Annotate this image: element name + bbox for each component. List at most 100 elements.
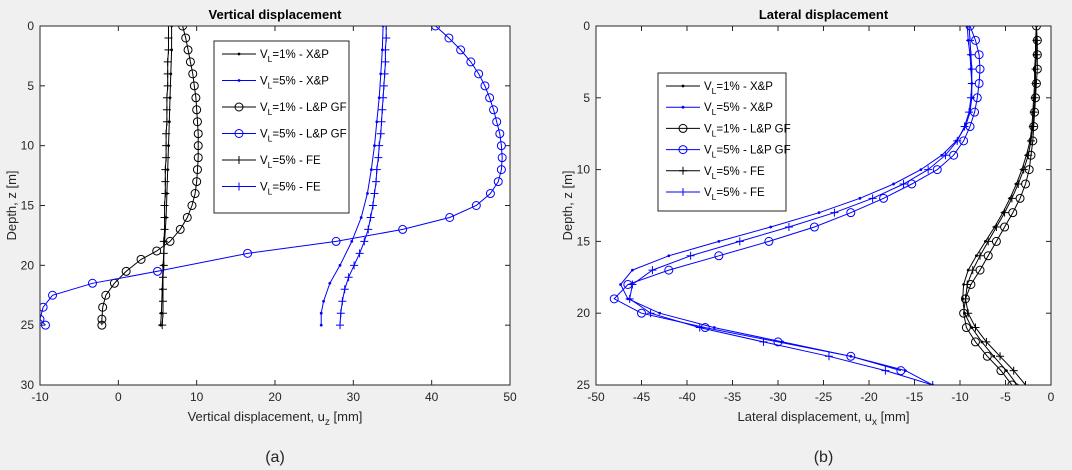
- series-3: [97, 26, 203, 330]
- data-point: [331, 236, 341, 246]
- data-point: [445, 212, 455, 222]
- data-point: [497, 153, 507, 163]
- data-point: [159, 249, 168, 258]
- data-point: [1031, 65, 1040, 74]
- x-tick-label: -15: [906, 390, 924, 404]
- legend-marker: [678, 145, 688, 155]
- data-point: [159, 237, 168, 246]
- y-tick-label: 0: [583, 19, 590, 33]
- data-point: [380, 69, 389, 78]
- data-point: [1026, 136, 1035, 145]
- data-point: [161, 189, 170, 198]
- data-point: [1019, 165, 1028, 174]
- series-line: [963, 26, 1038, 385]
- data-point: [974, 50, 984, 60]
- x-tick-label: -5: [1000, 390, 1011, 404]
- data-point: [338, 263, 342, 267]
- data-point: [355, 249, 364, 258]
- data-point: [160, 225, 169, 234]
- data-point: [370, 189, 379, 198]
- data-point: [190, 189, 200, 199]
- data-point: [152, 246, 162, 256]
- data-point: [398, 224, 408, 234]
- data-point: [178, 26, 188, 31]
- data-point: [965, 26, 974, 30]
- data-point: [1007, 380, 1017, 385]
- data-point: [881, 366, 890, 375]
- legend-item: VL=5% - FE: [222, 155, 321, 170]
- data-point: [953, 136, 962, 145]
- data-point: [319, 323, 323, 327]
- data-point: [967, 65, 976, 74]
- data-point: [625, 294, 634, 303]
- data-point: [360, 237, 369, 246]
- data-point: [664, 265, 674, 275]
- series-6: [625, 26, 976, 385]
- data-point: [159, 261, 168, 270]
- legend-label: VL=1% - L&P GF: [704, 123, 791, 138]
- data-point: [175, 224, 185, 234]
- data-point: [896, 366, 906, 376]
- data-point: [961, 323, 971, 333]
- data-point: [1000, 222, 1010, 232]
- data-point: [809, 222, 819, 232]
- x-tick-label: 50: [503, 390, 517, 404]
- legend-marker: [679, 166, 687, 175]
- data-point: [628, 280, 637, 289]
- data-point: [382, 26, 391, 30]
- data-point: [932, 165, 942, 175]
- data-point: [964, 309, 973, 318]
- data-point: [489, 105, 499, 115]
- legend-label: VL=1% - X&P: [260, 49, 329, 64]
- data-point: [338, 297, 347, 306]
- legend-marker: [681, 105, 685, 109]
- data-point: [372, 177, 381, 186]
- data-point: [188, 69, 198, 79]
- legend-item: VL=1% - X&P: [666, 81, 773, 96]
- x-tick-label: 30: [347, 390, 361, 404]
- legend-marker: [678, 123, 688, 133]
- data-point: [182, 212, 192, 222]
- data-point: [40, 314, 45, 324]
- data-point: [474, 69, 484, 79]
- data-point: [101, 290, 111, 300]
- data-point: [193, 141, 203, 151]
- data-point: [350, 240, 354, 243]
- data-point: [982, 351, 992, 361]
- data-point: [971, 323, 980, 332]
- data-point: [485, 189, 495, 199]
- data-point: [928, 381, 937, 385]
- data-point: [996, 352, 1005, 361]
- data-point: [431, 26, 441, 31]
- data-point: [1005, 369, 1008, 373]
- data-point: [493, 177, 503, 187]
- legend-label: VL=1% - X&P: [704, 81, 773, 96]
- data-point: [336, 321, 345, 330]
- data-point: [967, 79, 976, 88]
- x-tick-label: -45: [633, 390, 651, 404]
- data-point: [48, 290, 58, 300]
- data-point: [344, 273, 353, 282]
- data-point: [192, 117, 202, 127]
- data-point: [359, 216, 363, 219]
- data-point: [375, 120, 379, 124]
- x-tick-label: -25: [815, 390, 833, 404]
- y-tick-label: 5: [27, 79, 34, 93]
- data-point: [961, 294, 970, 303]
- data-point: [899, 179, 908, 188]
- y-tick-label: 10: [577, 163, 591, 177]
- data-point: [714, 251, 724, 261]
- series-5: [961, 26, 1041, 385]
- series-4: [609, 26, 985, 376]
- data-point: [485, 93, 495, 103]
- data-point: [158, 321, 167, 330]
- series-line: [613, 26, 981, 372]
- data-point: [161, 177, 170, 186]
- series-2: [319, 26, 385, 327]
- data-point: [87, 278, 97, 288]
- data-point: [98, 302, 108, 312]
- y-tick-label: 5: [583, 91, 590, 105]
- data-point: [637, 308, 646, 318]
- legend-item: VL=5% - FE: [222, 182, 321, 197]
- data-point: [968, 266, 977, 275]
